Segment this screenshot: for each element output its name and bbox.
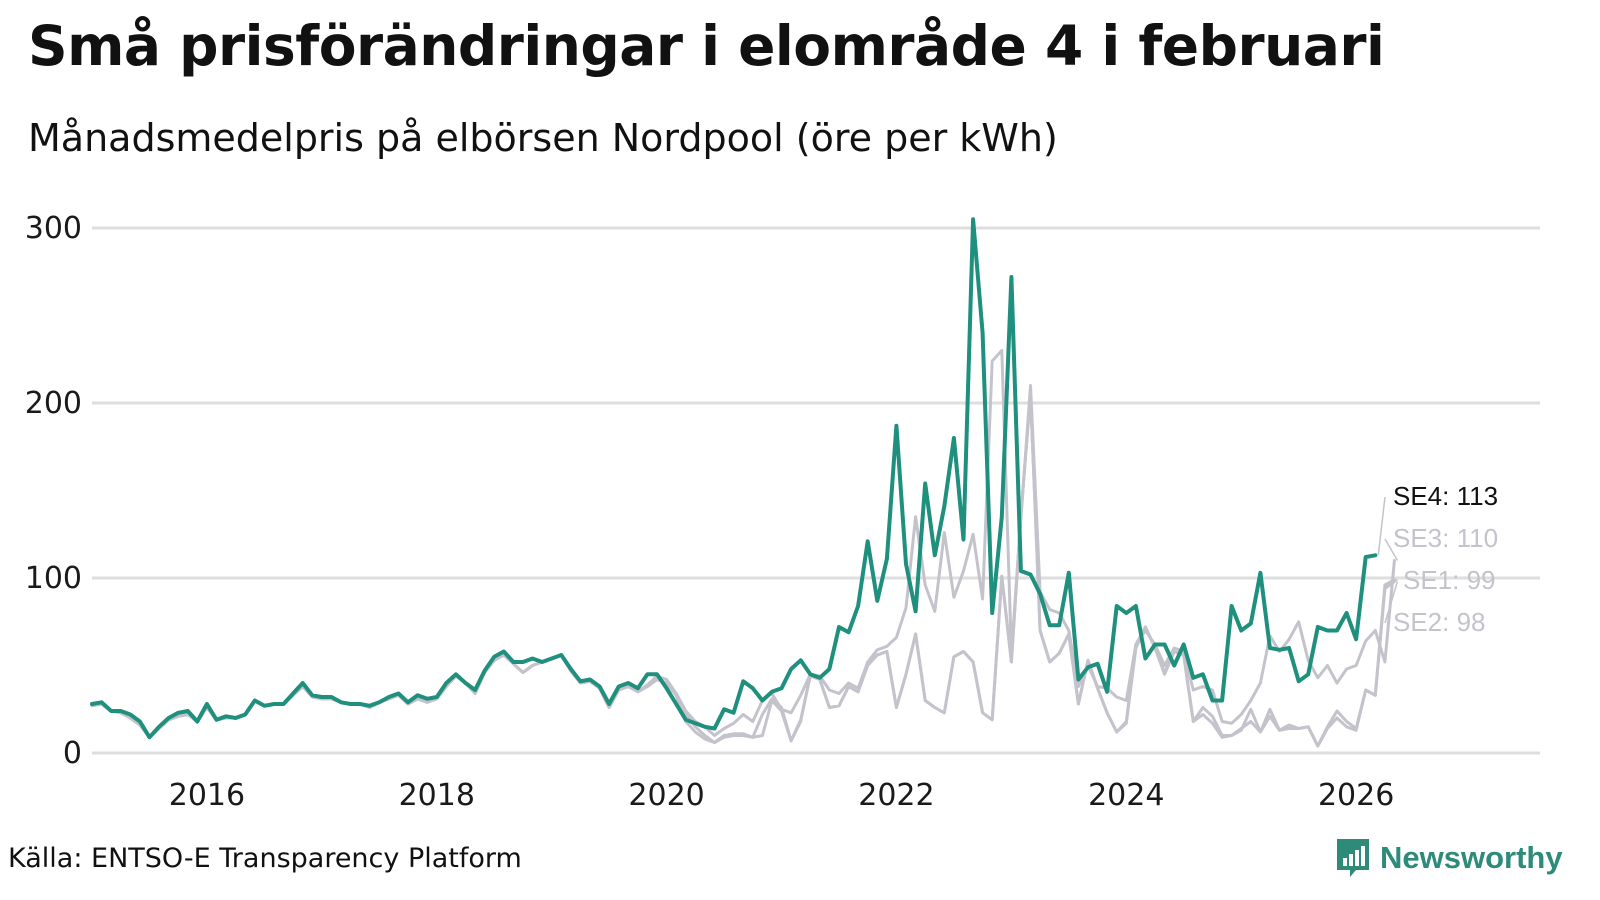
x-tick-label: 2022 (858, 778, 934, 813)
x-tick-label: 2026 (1318, 778, 1394, 813)
y-axis-ticks: 0 100 200 300 (25, 211, 82, 771)
series-line-se4 (90, 217, 1378, 740)
leader-line-se2 (1384, 581, 1399, 624)
line-chart: 0 100 200 300 2016 2018 2020 2022 2024 2026 SE4:… (25, 211, 1540, 813)
leader-line-se4 (1377, 496, 1386, 556)
y-tick-label: 200 (25, 386, 82, 421)
source-note: Källa: ENTSO-E Transparency Platform (8, 843, 522, 874)
brand-name: Newsworthy (1380, 840, 1563, 875)
y-tick-label: 100 (25, 561, 82, 596)
series-layer (90, 217, 1396, 748)
chart-title: Små prisförändringar i elområde 4 i febr… (28, 14, 1385, 78)
series-line-se3 (90, 349, 1396, 739)
series-line-se2 (90, 392, 1396, 748)
x-tick-label: 2024 (1088, 778, 1164, 813)
leader-line-se1 (1394, 579, 1398, 582)
end-label-se4: SE4: 113 (1393, 481, 1498, 511)
x-tick-label: 2018 (399, 778, 475, 813)
series-line-se1 (90, 392, 1396, 748)
y-tick-label: 300 (25, 211, 82, 246)
end-labels: SE4: 113 SE3: 110 SE1: 99 SE2: 98 (1377, 481, 1498, 637)
x-tick-label: 2020 (628, 778, 704, 813)
x-axis-ticks: 2016 2018 2020 2022 2024 2026 (169, 778, 1395, 813)
x-tick-label: 2016 (169, 778, 245, 813)
brand-logo[interactable]: Newsworthy (1334, 836, 1563, 880)
end-label-se3: SE3: 110 (1393, 523, 1498, 553)
grid-layer (92, 226, 1540, 755)
y-tick-label: 0 (63, 736, 82, 771)
end-label-se2: SE2: 98 (1393, 607, 1486, 637)
newsworthy-logo-icon (1337, 839, 1369, 877)
end-label-se1: SE1: 99 (1403, 565, 1496, 595)
chart-subtitle: Månadsmedelpris på elbörsen Nordpool (ör… (28, 116, 1058, 160)
leader-line-se3 (1384, 538, 1399, 561)
